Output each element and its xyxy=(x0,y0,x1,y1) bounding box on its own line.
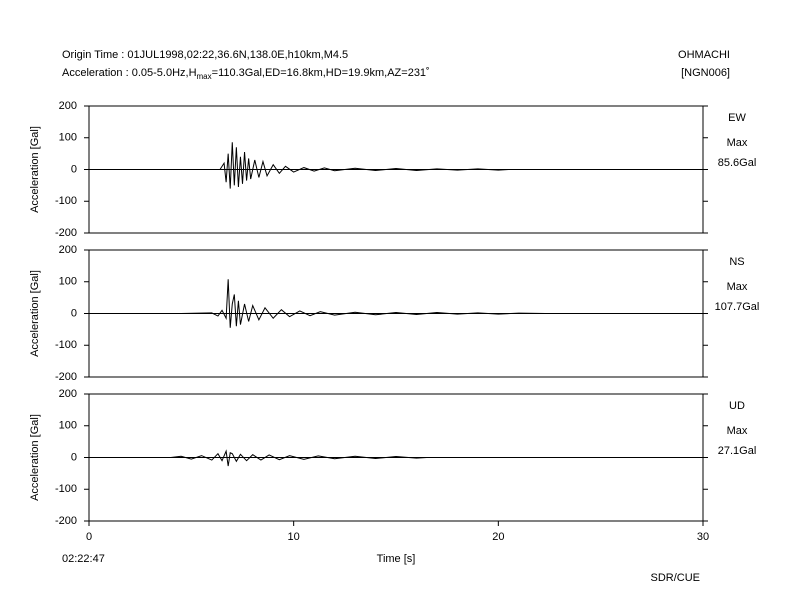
component-label: UD xyxy=(729,400,745,412)
x-tick-label: 20 xyxy=(492,531,504,543)
station-name: OHMACHI xyxy=(678,49,730,61)
max-value: 107.7Gal xyxy=(715,301,760,313)
credit: SDR/CUE xyxy=(650,572,700,584)
x-tick-label: 30 xyxy=(697,531,709,543)
x-axis-label: Time [s] xyxy=(377,553,416,565)
component-label: EW xyxy=(728,112,746,124)
y-tick-label: 200 xyxy=(59,100,77,112)
header-text: =110.3Gal,ED=16.8km,HD=19.9km,AZ=231˚ xyxy=(212,67,430,79)
header-subscript: max xyxy=(197,72,212,81)
y-tick-label: -200 xyxy=(55,515,77,527)
y-tick-label: 0 xyxy=(71,163,77,175)
station-code: [NGN006] xyxy=(681,67,730,79)
y-axis-label: Acceleration [Gal] xyxy=(29,270,41,357)
max-value: 85.6Gal xyxy=(718,157,757,169)
y-tick-label: 200 xyxy=(59,244,77,256)
x-tick-label: 0 xyxy=(86,531,92,543)
y-tick-label: -200 xyxy=(55,227,77,239)
y-axis-label: Acceleration [Gal] xyxy=(29,126,41,213)
y-axis-label: Acceleration [Gal] xyxy=(29,414,41,501)
y-tick-label: -200 xyxy=(55,371,77,383)
y-tick-label: 0 xyxy=(71,451,77,463)
x-tick-label: 10 xyxy=(288,531,300,543)
start-time: 02:22:47 xyxy=(62,553,105,565)
header-text: Acceleration : 0.05-5.0Hz,H xyxy=(62,67,197,79)
y-tick-label: 100 xyxy=(59,132,77,144)
y-tick-label: -100 xyxy=(55,339,77,351)
waveform xyxy=(170,449,427,467)
header-line: Acceleration : 0.05-5.0Hz,Hmax=110.3Gal,… xyxy=(62,67,430,81)
max-label: Max xyxy=(727,281,748,293)
y-tick-label: 200 xyxy=(59,388,77,400)
component-label: NS xyxy=(729,256,744,268)
waveform xyxy=(191,142,509,189)
header-line: Origin Time : 01JUL1998,02:22,36.6N,138.… xyxy=(62,49,348,61)
max-label: Max xyxy=(727,137,748,149)
waveform xyxy=(181,279,546,328)
y-tick-label: -100 xyxy=(55,195,77,207)
max-label: Max xyxy=(727,425,748,437)
y-tick-label: 100 xyxy=(59,420,77,432)
y-tick-label: -100 xyxy=(55,483,77,495)
max-value: 27.1Gal xyxy=(718,445,757,457)
y-tick-label: 100 xyxy=(59,276,77,288)
y-tick-label: 0 xyxy=(71,307,77,319)
